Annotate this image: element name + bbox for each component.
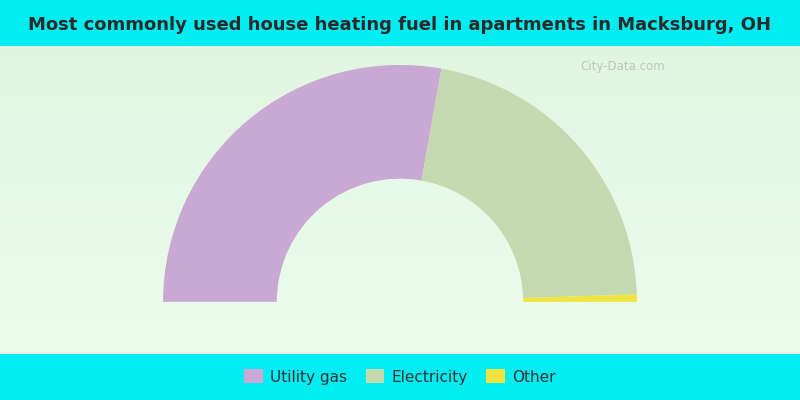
Text: City-Data.com: City-Data.com [581, 60, 666, 73]
Wedge shape [422, 69, 637, 298]
Wedge shape [163, 65, 442, 302]
Legend: Utility gas, Electricity, Other: Utility gas, Electricity, Other [238, 363, 562, 391]
Wedge shape [523, 294, 637, 302]
Text: Most commonly used house heating fuel in apartments in Macksburg, OH: Most commonly used house heating fuel in… [29, 16, 771, 34]
